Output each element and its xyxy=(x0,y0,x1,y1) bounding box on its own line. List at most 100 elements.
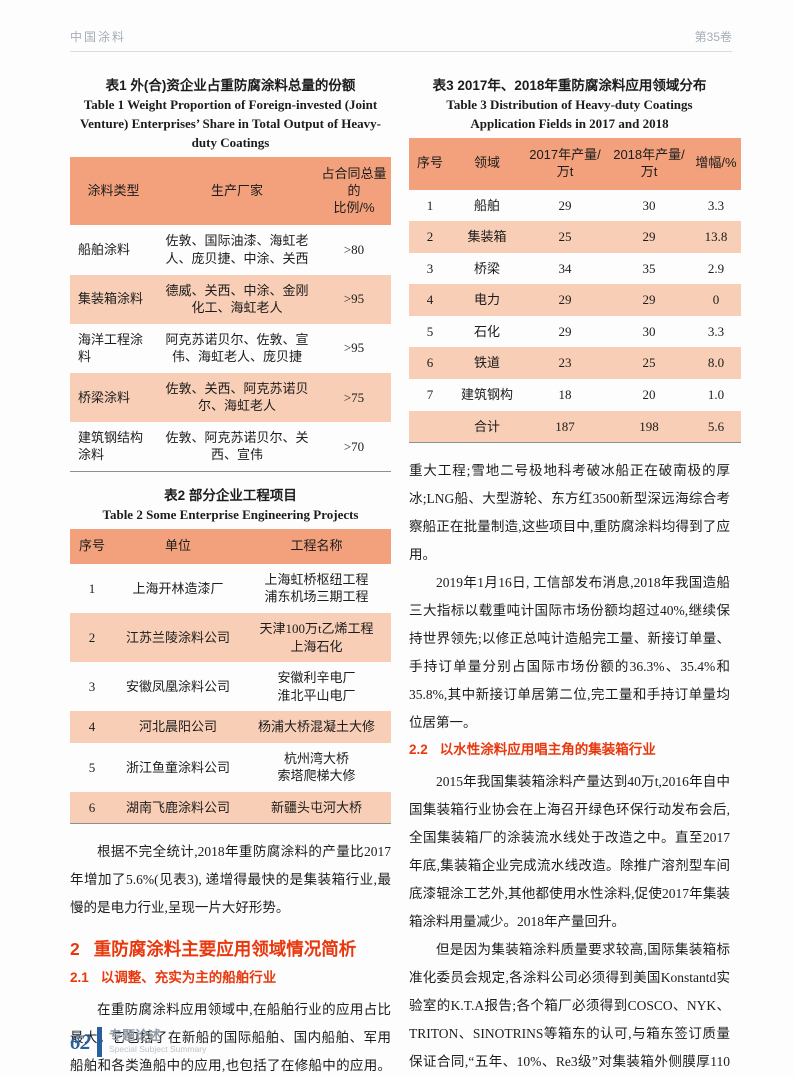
paragraph-summary: 根据不完全统计,2018年重防腐涂料的产量比2017年增加了5.6%(见表3),… xyxy=(70,844,391,916)
table-row: 合计 187 198 5.6 xyxy=(409,410,741,443)
table-cell xyxy=(409,411,451,443)
table-cell: 18 xyxy=(558,387,572,402)
table3-caption: 表3 2017年、2018年重防腐涂料应用领域分布 Table 3 Distri… xyxy=(413,76,726,134)
footer-accent-bar xyxy=(97,1027,102,1057)
section-2-2-number: 2.2 xyxy=(409,742,428,758)
paragraph-ships: 在重防腐涂料应用领域中,在船舶行业的应用占比最大。它包括了在新船的国际船舶、国内… xyxy=(70,1002,391,1074)
table3-caption-zh: 表3 2017年、2018年重防腐涂料应用领域分布 xyxy=(432,78,707,93)
table-row: 3 桥梁 34 35 2.9 xyxy=(409,253,741,285)
table1-caption-zh: 表1 外(合)资企业占重防腐涂料总量的份额 xyxy=(105,78,356,93)
table-row: 集装箱涂料 德威、关西、中涂、金刚化工、海虹老人 >95 xyxy=(70,274,391,324)
table-row: 3 安徽凤凰涂料公司 安徽利辛电厂 淮北平山电厂 xyxy=(70,662,391,711)
table-cell: 合计 xyxy=(473,418,500,434)
table3-caption-en: Table 3 Distribution of Heavy-duty Coati… xyxy=(446,97,693,132)
section-2-1-number: 2.1 xyxy=(70,970,89,986)
table-row: 海洋工程涂料 阿克苏诺贝尔、佐敦、宣伟、海虹老人、庞贝捷 >95 xyxy=(70,324,391,373)
table-cell: 187 xyxy=(555,418,575,434)
table-header-cell: 增幅/% xyxy=(691,137,741,190)
table-cell: 3.3 xyxy=(707,323,725,339)
table-cell: >95 xyxy=(343,291,365,307)
table-cell: >70 xyxy=(343,438,365,454)
table-cell: 桥梁涂料 xyxy=(78,389,131,405)
table-cell: 29 xyxy=(558,323,572,339)
section-2-2-title: 以水性涂料应用唱主角的集装箱行业 xyxy=(439,742,656,758)
table-cell: 船舶 xyxy=(473,197,500,213)
table-cell: 35 xyxy=(642,260,656,276)
table-cell: 5.6 xyxy=(707,418,725,434)
page-number: 62 xyxy=(70,1029,91,1054)
table-row: 桥梁涂料 佐敦、关西、阿克苏诺贝尔、海虹老人 >75 xyxy=(70,372,391,422)
section-2-number: 2 xyxy=(70,939,80,960)
table1-caption-en: Table 1 Weight Proportion of Foreign-inv… xyxy=(79,97,382,150)
table-cell: 集装箱涂料 xyxy=(78,291,144,307)
table-row: 建筑钢结构 涂料 佐敦、阿克苏诺贝尔、关西、宣伟 >70 xyxy=(70,422,391,472)
section-2-title: 重防腐涂料主要应用领域情况简析 xyxy=(93,939,357,960)
table-row: 4 河北晨阳公司 杨浦大桥混凝土大修 xyxy=(70,711,391,743)
table-cell: 6 xyxy=(88,799,96,815)
section-2-1-title: 以调整、充实为主的船舶行业 xyxy=(100,970,277,986)
table2-caption-zh: 表2 部分企业工程项目 xyxy=(164,487,297,503)
table-cell: 2 xyxy=(426,229,434,245)
table-cell: 30 xyxy=(642,197,656,213)
table-header-cell: 领域 xyxy=(451,137,523,190)
table-cell: 船舶涂料 xyxy=(78,242,131,258)
table-cell: 佐敦、关西、阿克苏诺贝尔、海虹老人 xyxy=(165,380,309,414)
table-cell: 杭州湾大桥 索塔爬梯大修 xyxy=(277,750,356,784)
table-cell: 4 xyxy=(88,719,96,735)
table-cell: 佐敦、阿克苏诺贝尔、关西、宣伟 xyxy=(165,429,309,463)
table-cell: 电力 xyxy=(473,292,500,308)
table-cell: >75 xyxy=(343,389,365,405)
section-2-1-heading: 2.1 以调整、充实为主的船舶行业 xyxy=(70,969,391,988)
table-cell: 7 xyxy=(426,387,434,402)
table-cell: 25 xyxy=(558,229,572,245)
table3: 序号 领域 2017年产量/ 万t 2018年产量/ 万t 增幅/% 1 船舶 29 30 3.3… xyxy=(409,137,741,444)
table-cell: 20 xyxy=(642,387,656,402)
table-cell: 集装箱 xyxy=(467,229,507,245)
table-cell: 上海开林造漆厂 xyxy=(132,580,224,596)
table-row: 1 船舶 29 30 3.3 xyxy=(409,190,741,222)
table-cell: 25 xyxy=(642,355,656,371)
table-row: 2 江苏兰陵涂料公司 天津100万t乙烯工程 上海石化 xyxy=(70,613,391,663)
table-cell: 江苏兰陵涂料公司 xyxy=(125,629,230,645)
table-cell: 1 xyxy=(426,197,434,213)
table-header-cell: 生产厂家 xyxy=(157,156,317,226)
table-cell: 安徽利辛电厂 淮北平山电厂 xyxy=(277,670,356,703)
footer-labels: 专题论述 Special Subject Summary xyxy=(109,1028,206,1055)
right-column: 表3 2017年、2018年重防腐涂料应用领域分布 Table 3 Distri… xyxy=(409,70,741,1077)
table-cell: 29 xyxy=(642,292,656,308)
table-row: 4 电力 29 29 0 xyxy=(409,284,741,316)
table-cell: 3 xyxy=(426,260,434,276)
table-cell: 海洋工程涂料 xyxy=(78,331,144,365)
section-2-heading: 2 重防腐涂料主要应用领域情况简析 xyxy=(70,938,391,961)
volume-number: 第35卷 xyxy=(694,30,732,44)
table-cell: 铁道 xyxy=(473,355,500,371)
table-row: 5 浙江鱼童涂料公司 杭州湾大桥 索塔爬梯大修 xyxy=(70,743,391,792)
table-cell: 杨浦大桥混凝土大修 xyxy=(257,719,375,735)
table-cell: 新疆头屯河大桥 xyxy=(270,799,362,815)
table-cell: 4 xyxy=(426,292,434,308)
table-cell: 0 xyxy=(712,292,720,308)
table-cell: 3.3 xyxy=(707,197,725,213)
table1: 涂料类型 生产厂家 占合同总量的 比例/% 船舶涂料 佐敦、国际油漆、海虹老人、庞贝捷、… xyxy=(70,156,391,472)
page-footer: 62 专题论述 Special Subject Summary xyxy=(70,1027,206,1057)
footer-column-en: Special Subject Summary xyxy=(109,1043,207,1054)
table-cell: 浙江鱼童涂料公司 xyxy=(125,759,230,775)
table-cell: 6 xyxy=(426,355,434,371)
table1-caption: 表1 外(合)资企业占重防腐涂料总量的份额 Table 1 Weight Pro… xyxy=(74,76,387,153)
running-head: 中国涂料 第35卷 xyxy=(70,28,732,52)
table-cell: 29 xyxy=(558,292,572,308)
table-cell: 5 xyxy=(426,323,434,339)
table-row: 2 集装箱 25 29 13.8 xyxy=(409,221,741,253)
table-cell: 石化 xyxy=(473,323,500,339)
table-header-cell: 序号 xyxy=(409,137,451,190)
table-cell: 34 xyxy=(558,260,572,276)
table-cell: 建筑钢结构 涂料 xyxy=(78,429,144,463)
section-2-2-heading: 2.2 以水性涂料应用唱主角的集装箱行业 xyxy=(409,741,730,760)
table-cell: >95 xyxy=(343,340,365,356)
table-cell: 上海虹桥枢纽工程 浦东机场三期工程 xyxy=(264,571,369,605)
table-header-cell: 序号 xyxy=(70,529,114,564)
left-column: 表1 外(合)资企业占重防腐涂料总量的份额 Table 1 Weight Pro… xyxy=(70,70,391,1077)
table-cell: 198 xyxy=(639,418,659,434)
table-cell: 5 xyxy=(88,759,96,775)
table-cell: 湖南飞鹿涂料公司 xyxy=(125,799,230,815)
